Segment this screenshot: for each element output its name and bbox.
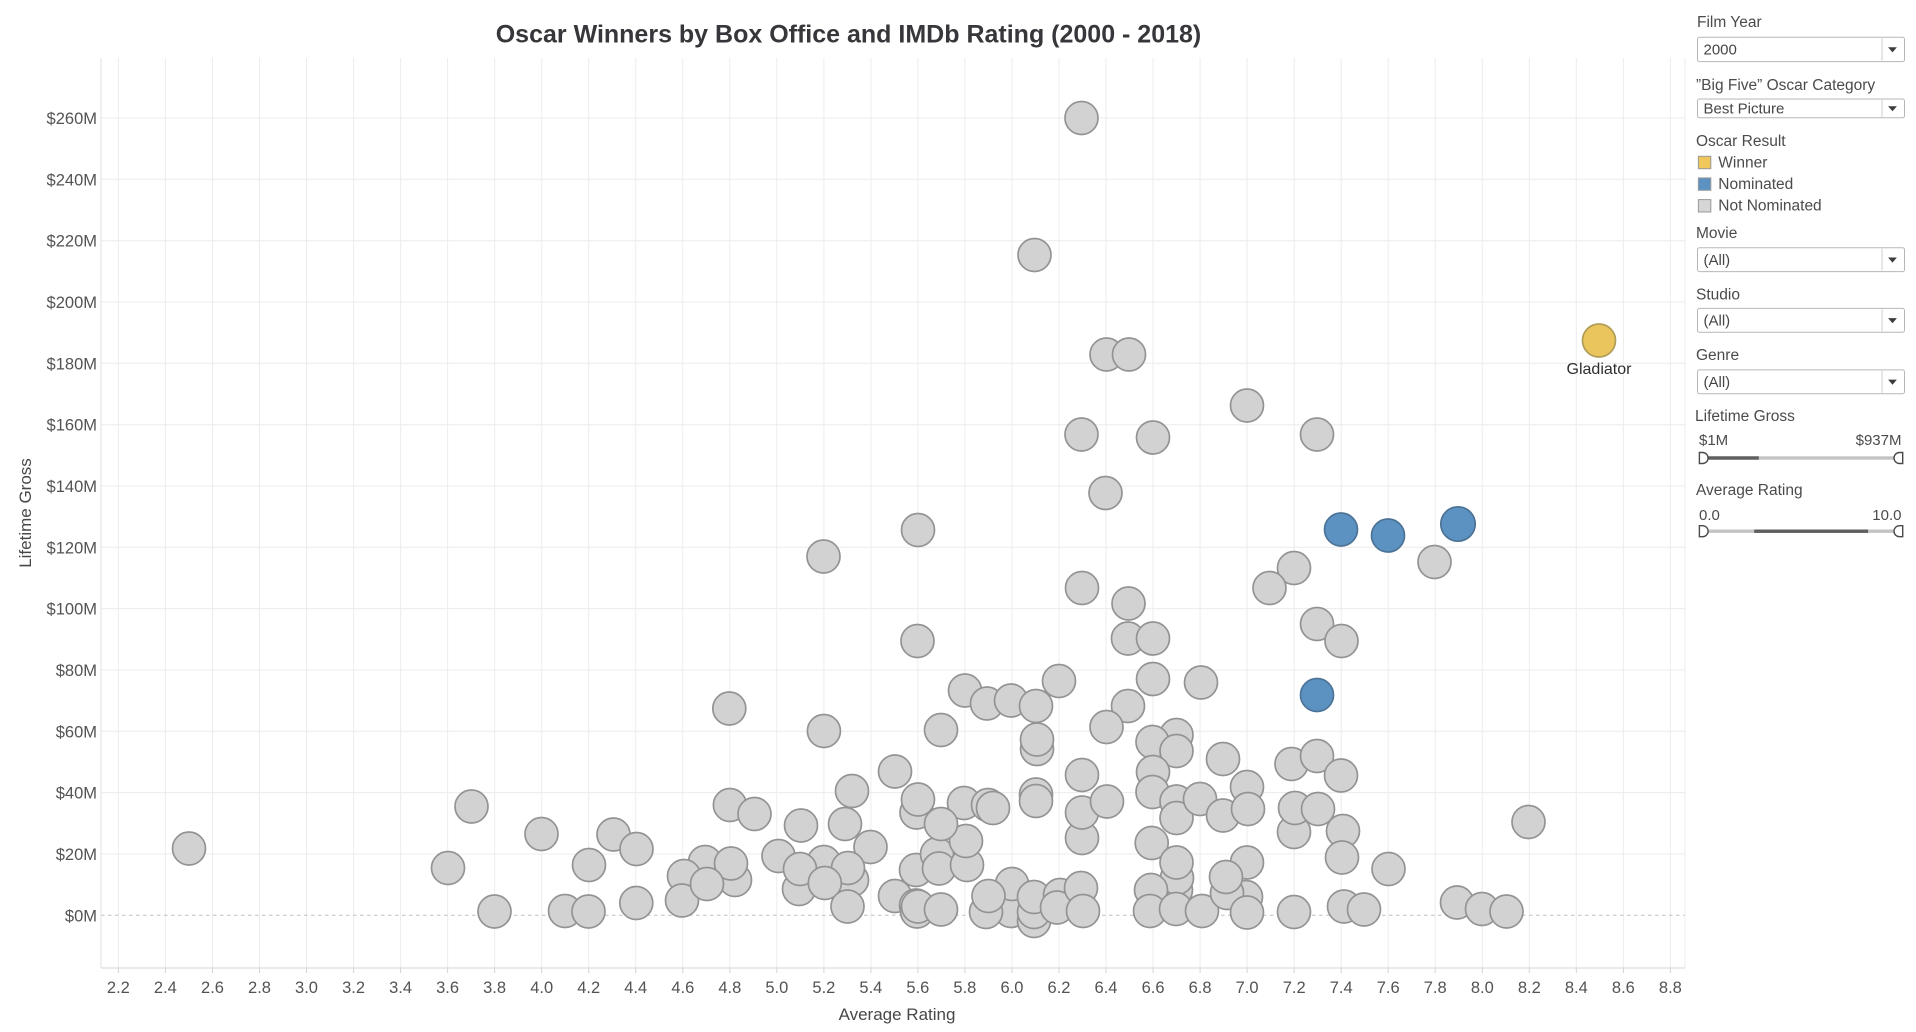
svg-text:$20M: $20M: [56, 846, 97, 864]
svg-text:$1M: $1M: [1699, 432, 1728, 449]
svg-text:2.6: 2.6: [201, 979, 224, 997]
svg-text:6.4: 6.4: [1095, 979, 1118, 997]
svg-text:$260M: $260M: [47, 110, 97, 128]
svg-text:2.8: 2.8: [248, 979, 271, 997]
svg-text:4.0: 4.0: [530, 979, 553, 997]
svg-text:Average Rating: Average Rating: [839, 1005, 956, 1024]
svg-text:4.8: 4.8: [718, 979, 741, 997]
svg-text:$40M: $40M: [56, 785, 97, 803]
svg-text:3.0: 3.0: [295, 979, 318, 997]
svg-text:Lifetime Gross: Lifetime Gross: [16, 458, 35, 568]
svg-text:Gladiator: Gladiator: [1567, 361, 1633, 378]
svg-text:Not Nominated: Not Nominated: [1718, 198, 1821, 215]
svg-text:$200M: $200M: [47, 294, 97, 312]
svg-text:Winner: Winner: [1718, 154, 1767, 171]
svg-text:6.8: 6.8: [1189, 979, 1212, 997]
svg-text:3.2: 3.2: [342, 979, 365, 997]
svg-text:$160M: $160M: [47, 417, 97, 435]
svg-text:Film Year: Film Year: [1697, 14, 1762, 31]
svg-text:$120M: $120M: [47, 539, 97, 557]
svg-text:$0M: $0M: [65, 907, 97, 925]
svg-text:8.4: 8.4: [1565, 979, 1588, 997]
svg-text:(All): (All): [1704, 313, 1731, 330]
svg-text:7.0: 7.0: [1236, 979, 1259, 997]
svg-text:4.4: 4.4: [624, 979, 647, 997]
svg-text:Genre: Genre: [1696, 347, 1739, 364]
svg-text:Movie: Movie: [1696, 225, 1737, 242]
svg-text:”Big Five” Oscar Category: ”Big Five” Oscar Category: [1696, 77, 1875, 94]
svg-text:3.8: 3.8: [483, 979, 506, 997]
svg-text:4.6: 4.6: [671, 979, 694, 997]
svg-text:$180M: $180M: [47, 355, 97, 373]
svg-text:7.8: 7.8: [1424, 979, 1447, 997]
svg-text:10.0: 10.0: [1872, 507, 1901, 524]
svg-text:$100M: $100M: [47, 601, 97, 619]
svg-text:5.6: 5.6: [906, 979, 929, 997]
svg-text:$220M: $220M: [47, 233, 97, 251]
svg-text:2.2: 2.2: [107, 979, 130, 997]
svg-text:0.0: 0.0: [1699, 507, 1720, 524]
svg-text:5.0: 5.0: [765, 979, 788, 997]
svg-text:3.4: 3.4: [389, 979, 412, 997]
svg-text:Oscar Winners by Box Office an: Oscar Winners by Box Office and IMDb Rat…: [496, 21, 1202, 49]
svg-text:8.0: 8.0: [1471, 979, 1494, 997]
svg-text:7.2: 7.2: [1283, 979, 1306, 997]
svg-text:7.4: 7.4: [1330, 979, 1353, 997]
svg-text:2000: 2000: [1704, 42, 1737, 59]
svg-text:2.4: 2.4: [154, 979, 177, 997]
svg-text:Lifetime Gross: Lifetime Gross: [1695, 408, 1795, 425]
svg-text:5.4: 5.4: [859, 979, 882, 997]
svg-text:5.8: 5.8: [953, 979, 976, 997]
svg-text:Nominated: Nominated: [1718, 176, 1793, 193]
svg-text:4.2: 4.2: [577, 979, 600, 997]
svg-text:Best Picture: Best Picture: [1704, 101, 1785, 118]
svg-text:5.2: 5.2: [812, 979, 835, 997]
svg-text:8.2: 8.2: [1518, 979, 1541, 997]
svg-text:3.6: 3.6: [436, 979, 459, 997]
svg-text:6.0: 6.0: [1001, 979, 1024, 997]
svg-text:Studio: Studio: [1696, 286, 1740, 303]
svg-text:$937M: $937M: [1856, 432, 1902, 449]
svg-text:(All): (All): [1704, 374, 1731, 391]
svg-text:Average Rating: Average Rating: [1696, 482, 1803, 499]
svg-text:6.6: 6.6: [1142, 979, 1165, 997]
svg-text:$60M: $60M: [56, 723, 97, 741]
svg-text:$140M: $140M: [47, 478, 97, 496]
svg-text:Oscar Result: Oscar Result: [1696, 133, 1786, 150]
svg-text:7.6: 7.6: [1377, 979, 1400, 997]
svg-text:$80M: $80M: [56, 662, 97, 680]
svg-text:(All): (All): [1704, 252, 1731, 269]
svg-text:$240M: $240M: [47, 171, 97, 189]
svg-text:8.6: 8.6: [1612, 979, 1635, 997]
svg-text:6.2: 6.2: [1048, 979, 1071, 997]
svg-text:8.8: 8.8: [1659, 979, 1682, 997]
